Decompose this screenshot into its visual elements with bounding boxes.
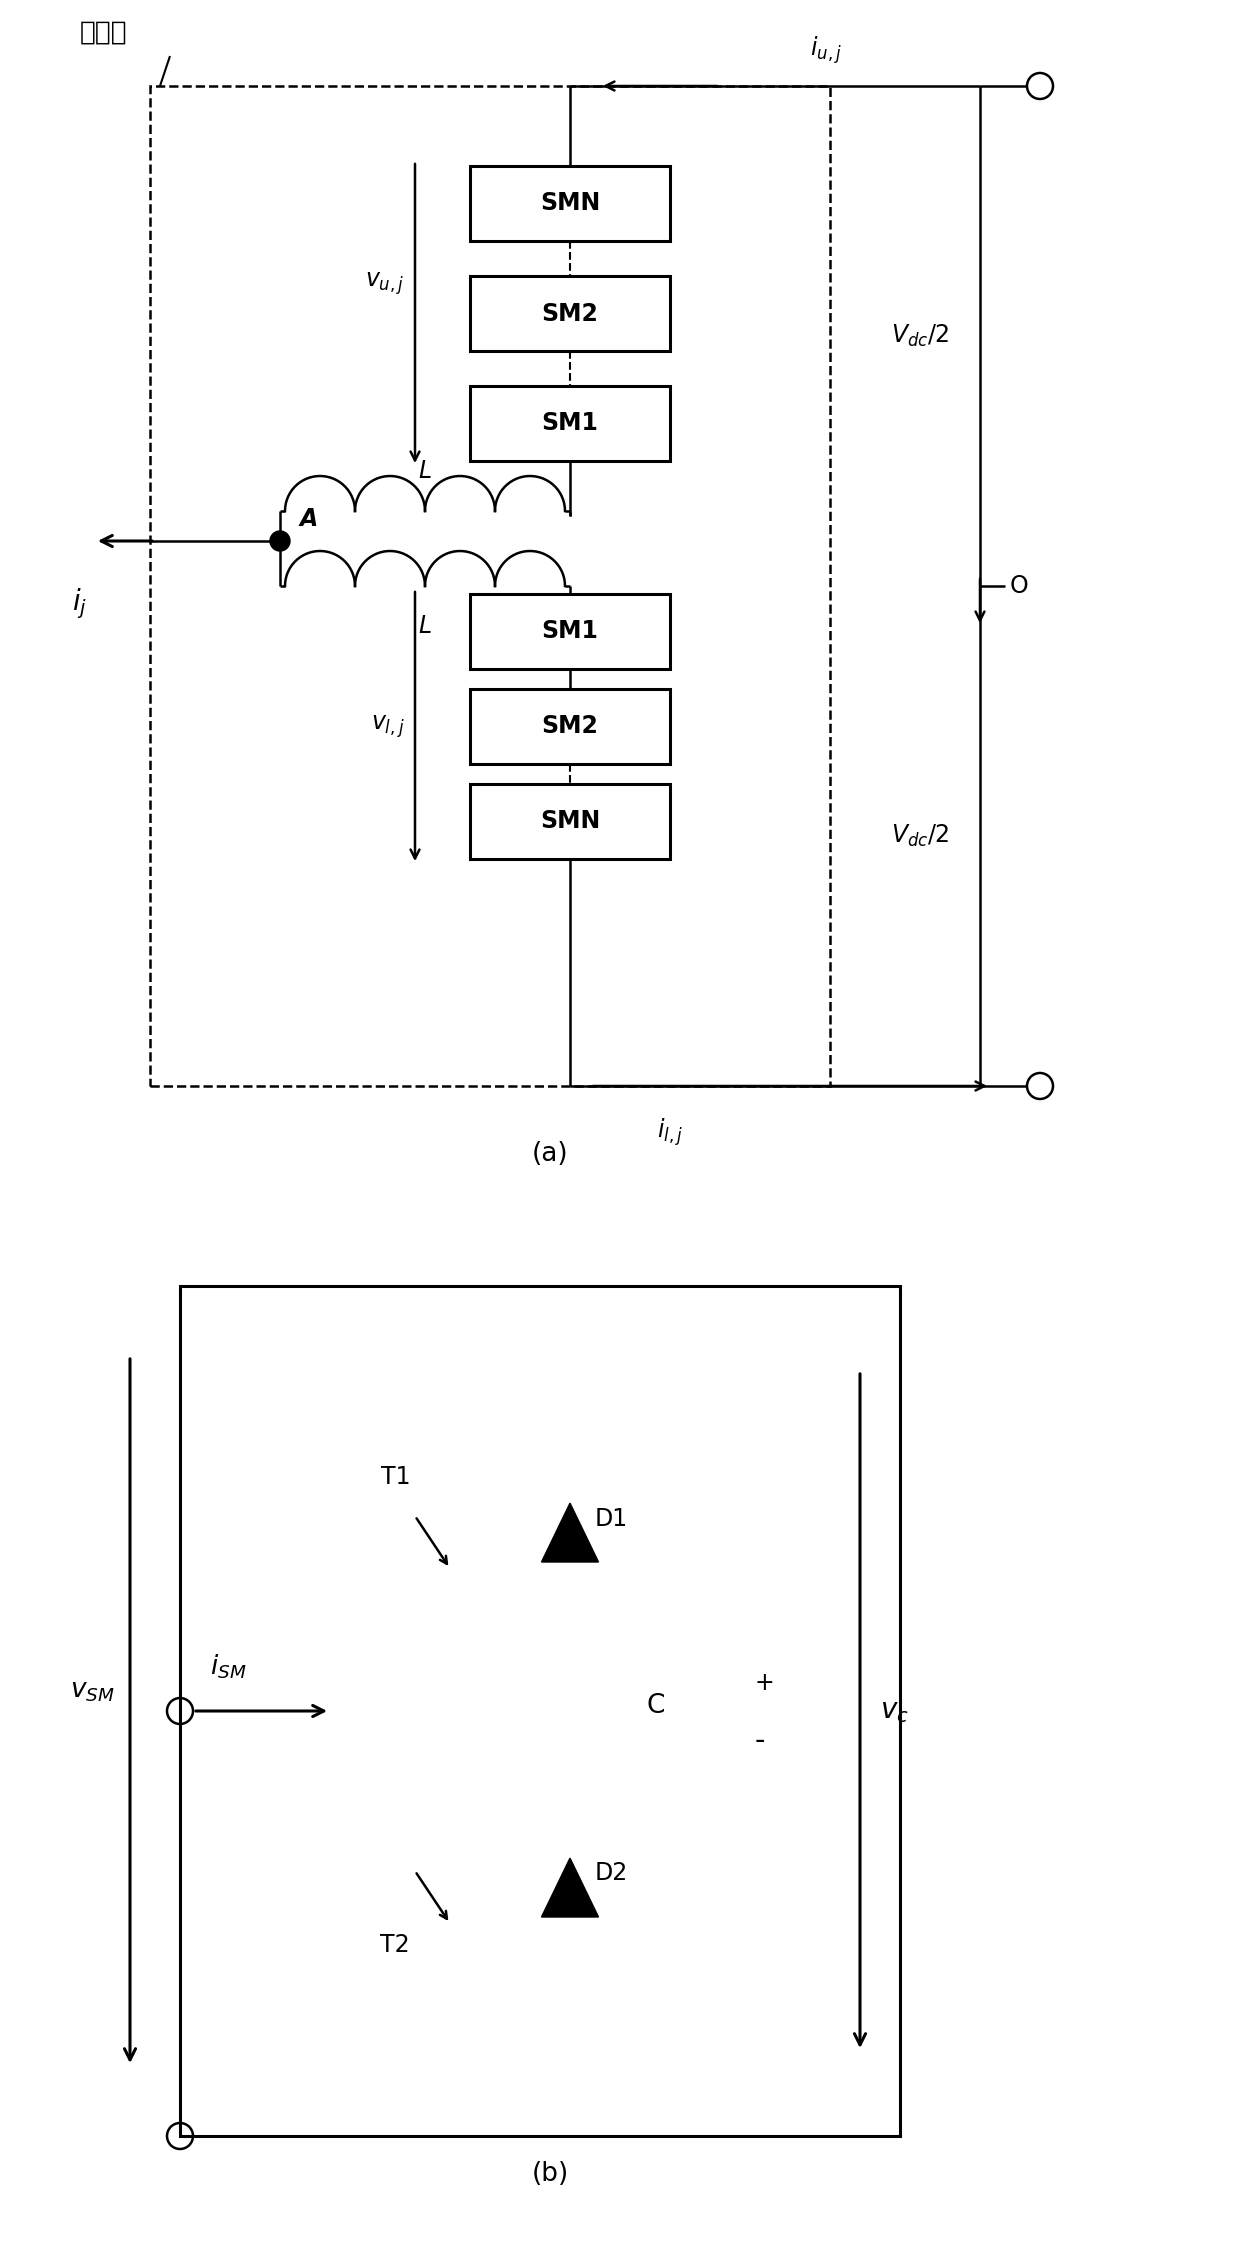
Text: $v_{SM}$: $v_{SM}$ <box>71 1679 115 1704</box>
Text: $i_{SM}$: $i_{SM}$ <box>210 1652 247 1681</box>
Polygon shape <box>542 1858 599 1917</box>
Text: (a): (a) <box>532 1142 568 1167</box>
Text: T2: T2 <box>381 1933 410 1958</box>
Text: A: A <box>300 508 319 530</box>
Text: $v_{l,j}$: $v_{l,j}$ <box>372 714 405 741</box>
Text: $V_{dc}/2$: $V_{dc}/2$ <box>890 823 949 850</box>
Text: SMN: SMN <box>539 809 600 834</box>
Bar <box>470 594 670 668</box>
Text: +: + <box>755 1670 775 1695</box>
Text: SMN: SMN <box>539 193 600 215</box>
Bar <box>470 689 670 764</box>
Text: SM2: SM2 <box>542 301 599 326</box>
Text: L: L <box>418 614 432 639</box>
Circle shape <box>270 530 290 551</box>
Polygon shape <box>542 1502 599 1561</box>
Text: $v_c$: $v_c$ <box>880 1697 909 1724</box>
Text: O: O <box>1011 573 1029 598</box>
Text: D2: D2 <box>595 1860 629 1885</box>
Text: SM1: SM1 <box>542 619 599 644</box>
Bar <box>470 385 670 460</box>
Text: SM1: SM1 <box>542 412 599 435</box>
Text: $i_{u,j}$: $i_{u,j}$ <box>810 34 842 66</box>
Text: SM2: SM2 <box>542 714 599 739</box>
Bar <box>150 86 830 1085</box>
Text: C: C <box>646 1693 665 1720</box>
Bar <box>180 1287 900 2137</box>
Text: $i_{j}$: $i_{j}$ <box>72 587 88 621</box>
Bar <box>470 276 670 351</box>
Text: $V_{dc}/2$: $V_{dc}/2$ <box>890 322 949 349</box>
Text: -: - <box>755 1727 765 1754</box>
Text: 相单元: 相单元 <box>81 20 128 45</box>
Text: (b): (b) <box>532 2162 569 2187</box>
Text: T1: T1 <box>381 1464 410 1489</box>
Bar <box>470 784 670 859</box>
Text: D1: D1 <box>595 1507 629 1530</box>
Text: $v_{u,j}$: $v_{u,j}$ <box>366 270 405 297</box>
Text: $i_{l,j}$: $i_{l,j}$ <box>657 1115 683 1147</box>
Bar <box>470 165 670 240</box>
Text: L: L <box>418 460 432 483</box>
